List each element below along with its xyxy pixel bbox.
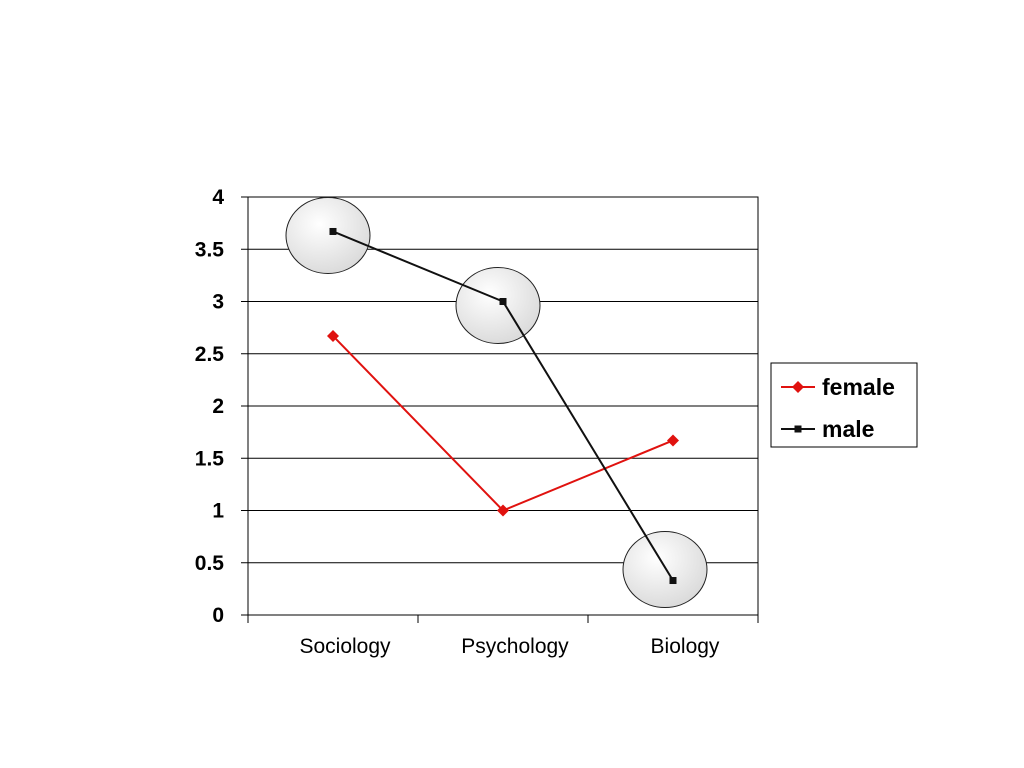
y-tick-label: 4 xyxy=(212,186,224,209)
x-category-label: Psychology xyxy=(461,635,569,658)
legend-label-male: male xyxy=(822,416,874,442)
y-tick-label: 3.5 xyxy=(195,238,225,261)
y-tick-label: 2.5 xyxy=(195,343,225,366)
y-tick-label: 3 xyxy=(212,291,224,314)
legend-marker-male xyxy=(794,425,802,433)
highlight-circle xyxy=(285,196,371,274)
data-point-male xyxy=(499,298,507,305)
y-tick-label: 2 xyxy=(212,395,224,418)
x-category-label: Sociology xyxy=(299,635,391,658)
data-point-male xyxy=(669,577,677,585)
legend-marker-female xyxy=(792,381,804,393)
y-tick-label: 0 xyxy=(212,604,224,627)
series-group xyxy=(327,227,679,585)
highlight-circle xyxy=(455,267,541,344)
y-axis: 0 0.5 1 1.5 2 2.5 3 3.5 4 xyxy=(195,186,249,627)
legend-label-female: female xyxy=(822,374,895,400)
data-point-female xyxy=(497,504,509,517)
x-axis: Sociology Psychology Biology xyxy=(247,614,759,658)
highlight-circle xyxy=(622,531,708,609)
data-point-female xyxy=(327,329,339,342)
y-tick-label: 1 xyxy=(212,500,224,523)
legend: female male xyxy=(770,362,918,448)
x-category-label: Biology xyxy=(651,635,720,658)
y-tick-label: 1.5 xyxy=(195,447,225,470)
data-point-male xyxy=(329,227,337,235)
highlight-circles xyxy=(285,196,708,609)
data-point-female xyxy=(667,434,679,447)
legend-box xyxy=(770,362,918,448)
y-tick-label: 0.5 xyxy=(195,552,225,575)
